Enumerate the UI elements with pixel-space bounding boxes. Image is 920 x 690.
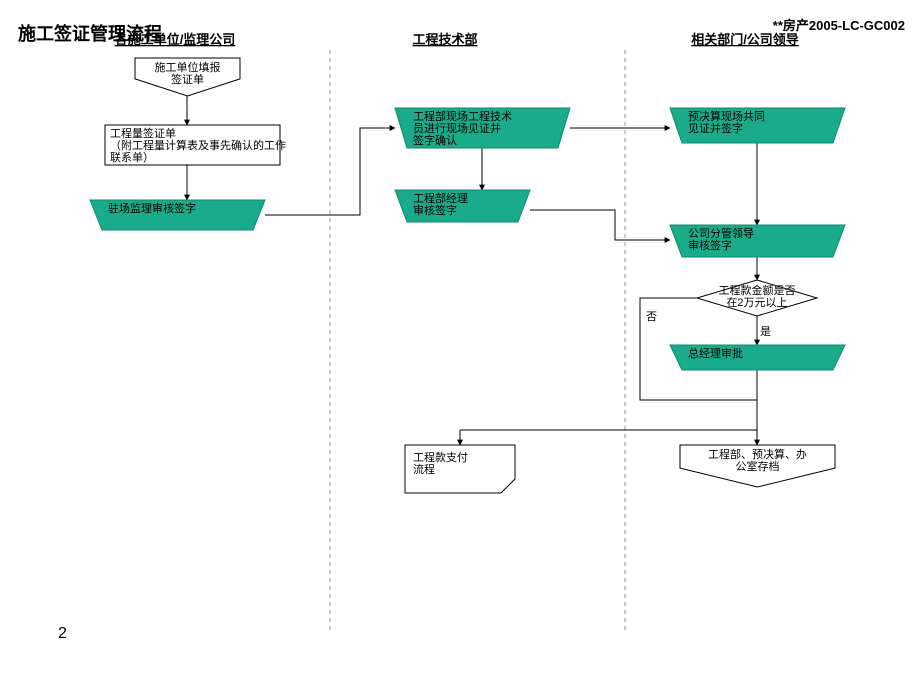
flowchart-svg: 各施工单位/监理公司 工程技术部 相关部门/公司领导施工单位填报签证单工程量签证单（… [0, 0, 920, 690]
svg-text:见证并签字: 见证并签字 [688, 121, 743, 135]
svg-text:（附工程量计算表及事先确认的工作: （附工程量计算表及事先确认的工作 [110, 138, 286, 152]
svg-text:审核签字: 审核签字 [688, 238, 732, 252]
flowchart-canvas: 施工签证管理流程 **房产2005-LC-GC002 2 各施工单位/监理公司工… [0, 0, 920, 690]
svg-text:工程款支付: 工程款支付 [413, 450, 468, 464]
lane-header: 工程技术部 [412, 32, 477, 47]
svg-text:总经理审批: 总经理审批 [688, 346, 743, 360]
svg-text:员进行现场见证并: 员进行现场见证并 [413, 121, 501, 135]
svg-text:施工单位填报: 施工单位填报 [155, 60, 221, 74]
svg-text:工程部现场工程技术: 工程部现场工程技术 [413, 109, 512, 123]
edge-label-no: 否 [646, 311, 657, 323]
lane-header: 相关部门/公司领导 [691, 32, 799, 47]
svg-text:在2万元以上: 在2万元以上 [726, 296, 787, 309]
svg-text:审核签字: 审核签字 [413, 203, 457, 217]
svg-text:工程款金额是否: 工程款金额是否 [719, 283, 796, 297]
svg-text:驻场监理审核签字: 驻场监理审核签字 [108, 201, 196, 215]
svg-text:工程量签证单: 工程量签证单 [110, 126, 176, 140]
lane-header: 各施工单位/监理公司 [114, 32, 236, 47]
svg-text:流程: 流程 [413, 462, 435, 476]
edge-label-yes: 是 [760, 325, 771, 338]
svg-text:工程部经理: 工程部经理 [413, 191, 468, 205]
edge-6 [530, 210, 670, 240]
svg-text:签字确认: 签字确认 [413, 133, 457, 147]
svg-text:公室存档: 公室存档 [736, 459, 780, 473]
svg-text:联系单）: 联系单） [110, 151, 154, 164]
svg-text:公司分管领导: 公司分管领导 [688, 226, 754, 240]
svg-text:预决算现场共同: 预决算现场共同 [688, 109, 765, 123]
svg-text:签证单: 签证单 [171, 72, 204, 86]
svg-text:工程部、预决算、办: 工程部、预决算、办 [708, 447, 807, 461]
